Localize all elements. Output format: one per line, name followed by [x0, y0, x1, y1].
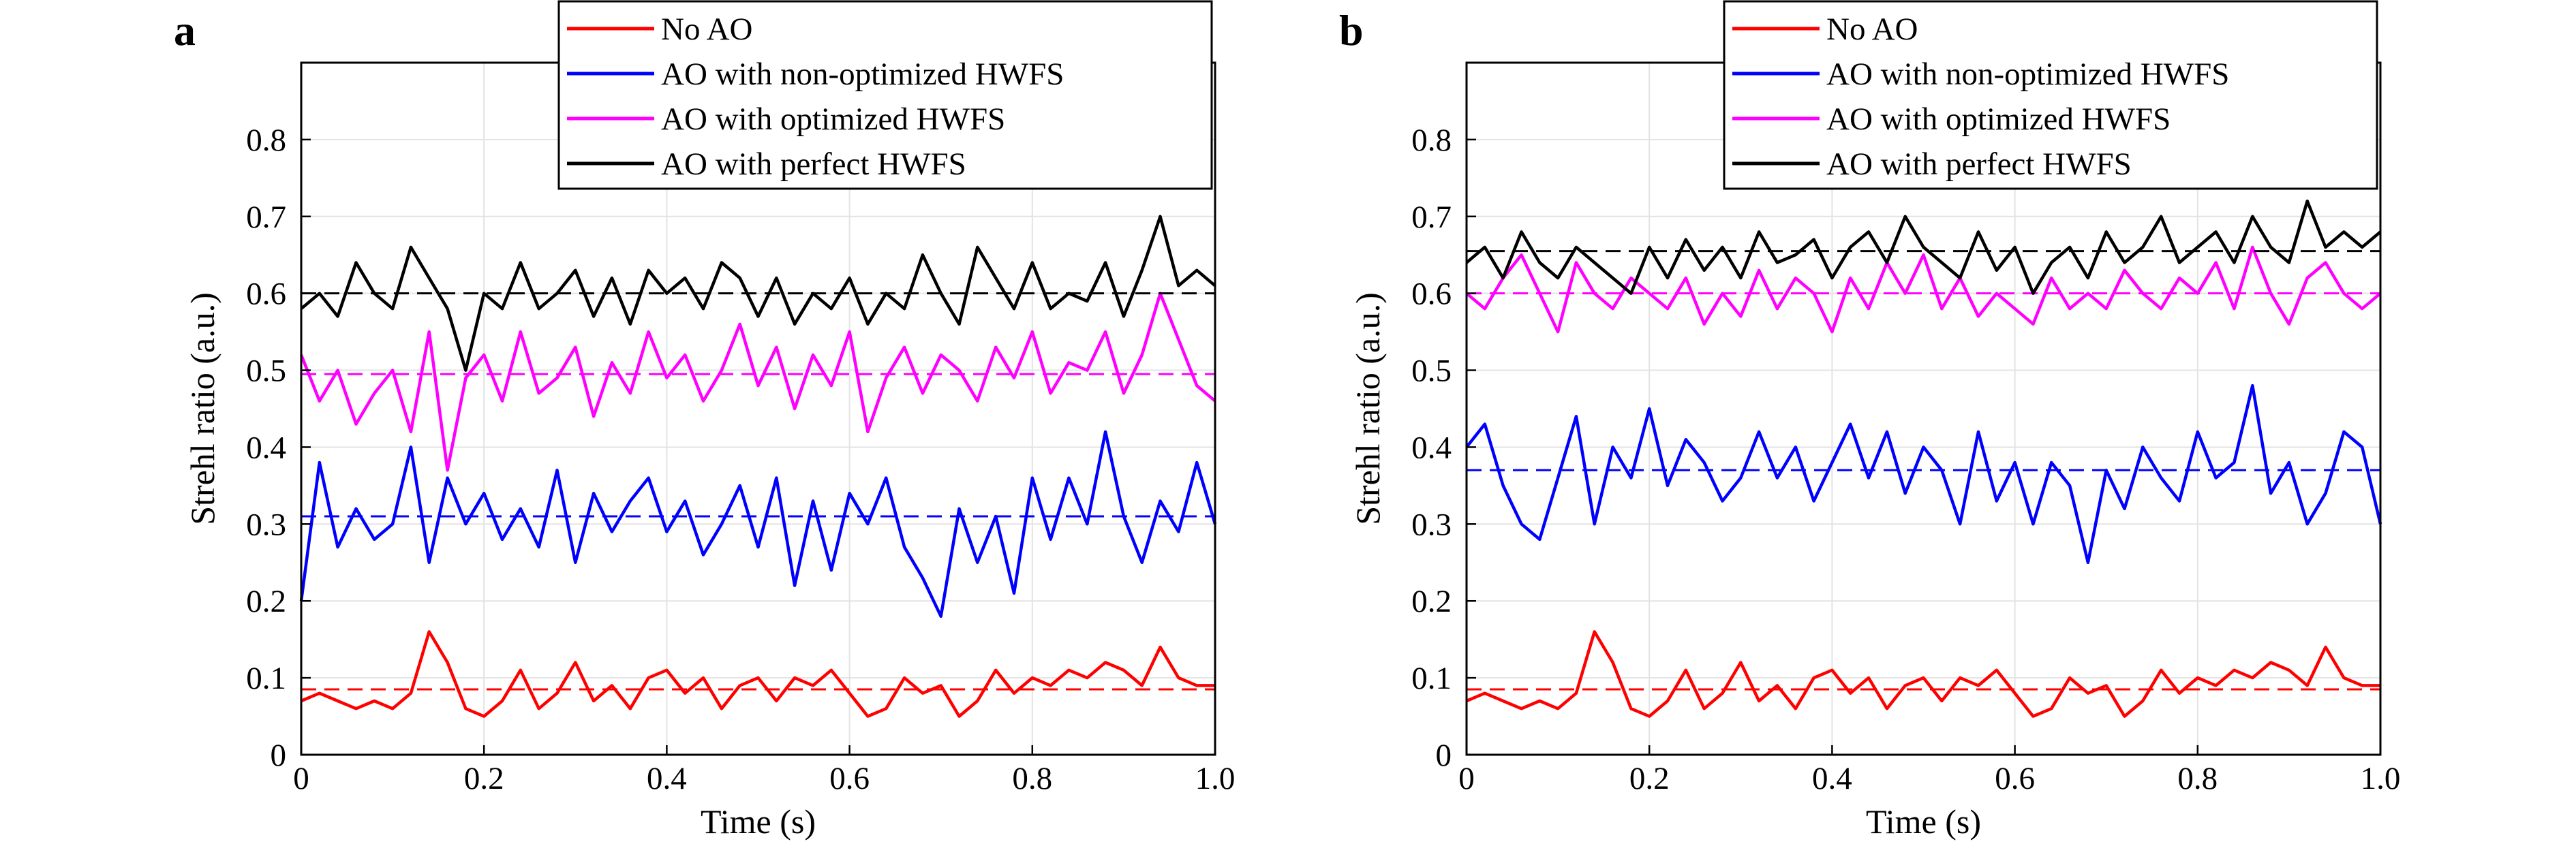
y-tick-label: 0.7: [246, 200, 286, 235]
series-line-2: [1465, 245, 2382, 334]
y-tick-label: 0.6: [246, 277, 286, 312]
x-tick-label: 0.6: [829, 761, 870, 796]
panel-label: b: [1339, 6, 1364, 54]
y-tick-label: 0.2: [1411, 584, 1452, 619]
x-tick-label: 0.2: [1629, 761, 1670, 796]
y-tick-label: 0: [1436, 738, 1452, 773]
series-line-2: [299, 292, 1216, 472]
y-tick-label: 0.1: [1411, 661, 1452, 696]
y-tick-label: 0: [271, 738, 287, 773]
x-tick-label: 1.0: [2361, 761, 2401, 796]
x-tick-label: 0: [1458, 761, 1475, 796]
x-tick-label: 0.8: [2177, 761, 2218, 796]
series-line-3: [300, 215, 1216, 372]
chart-panel-b: 0 0.2 0.4 0.6 0.8 1.0 0 0.1 0.2 0.3 0.4 0.5 0.6 0.7 0.…: [1339, 0, 2401, 841]
legend-entry-2: AO with optimized HWFS: [661, 101, 1005, 137]
y-tick-label: 0.8: [1411, 123, 1452, 158]
y-axis-label: Strehl ratio (a.u.): [1349, 292, 1387, 525]
y-tick-label: 0.5: [1411, 354, 1452, 389]
legend-entry-3: AO with perfect HWFS: [661, 146, 966, 182]
legend-entry-2: AO with optimized HWFS: [1826, 101, 2171, 137]
legend: No AO AO with non-optimized HWFS AO with o…: [557, 0, 1213, 190]
x-tick-label: 0.6: [1995, 761, 2035, 796]
y-axis-label: Strehl ratio (a.u.): [183, 292, 221, 525]
x-tick-label: 0.4: [647, 761, 687, 796]
x-tick-label: 1.0: [1195, 761, 1236, 796]
x-tick-label: 0: [293, 761, 309, 796]
legend-box: [1723, 0, 2378, 190]
x-tick-label: 0.2: [464, 761, 504, 796]
panel-label: a: [174, 6, 196, 54]
legend-entry-1: AO with non-optimized HWFS: [661, 57, 1064, 92]
x-tick-label: 0.4: [1812, 761, 1852, 796]
legend-entry-1: AO with non-optimized HWFS: [1826, 57, 2229, 92]
legend-entry-0: No AO: [1826, 12, 1918, 47]
series-line-1: [1465, 383, 2382, 565]
legend-entry-0: No AO: [661, 12, 752, 47]
x-tick-label: 0.8: [1012, 761, 1052, 796]
y-tick-label: 0.2: [246, 584, 286, 619]
series-line-3: [1465, 199, 2382, 295]
legend: No AO AO with non-optimized HWFS AO with o…: [1723, 0, 2378, 190]
chart-panel-a: 0 0.2 0.4 0.6 0.8 1.0 0 0.1 0.2 0.3 0.4 0.5 0.6 0.7 0.…: [174, 0, 1236, 841]
y-tick-label: 0.7: [1411, 200, 1452, 235]
y-tick-label: 0.3: [246, 507, 286, 542]
x-axis-label: Time (s): [1866, 802, 1981, 841]
series-line-0: [1466, 630, 2380, 718]
series-line-0: [301, 630, 1215, 718]
y-tick-label: 0.4: [1411, 430, 1452, 465]
x-axis-label: Time (s): [701, 802, 816, 841]
y-tick-label: 0.5: [246, 354, 286, 389]
y-tick-label: 0.4: [246, 430, 286, 465]
series-line-1: [299, 430, 1217, 619]
y-tick-label: 0.6: [1411, 277, 1452, 312]
legend-entry-3: AO with perfect HWFS: [1826, 146, 2132, 182]
y-tick-label: 0.1: [246, 661, 286, 696]
y-tick-label: 0.8: [246, 123, 286, 158]
legend-box: [557, 0, 1213, 190]
y-tick-label: 0.3: [1411, 507, 1452, 542]
